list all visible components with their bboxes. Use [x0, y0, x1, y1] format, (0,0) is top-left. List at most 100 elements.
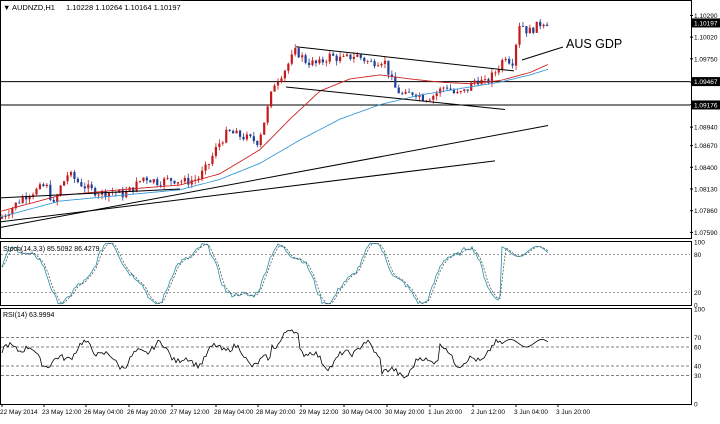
candle-body — [452, 90, 456, 94]
trend-line-4 — [285, 86, 506, 110]
candle-body — [76, 178, 79, 183]
time-tick-label: 23 May 12:00 — [42, 409, 82, 416]
stoch-signal-line — [1, 242, 549, 305]
stoch-tick-label: 100 — [694, 240, 705, 247]
candle-body — [370, 60, 373, 62]
candle-body — [221, 142, 224, 144]
candle-body — [270, 91, 273, 107]
candle-body — [180, 181, 183, 183]
candle-body — [104, 190, 107, 197]
candle-body — [121, 190, 124, 198]
candle-body — [90, 184, 93, 189]
candle-body — [411, 92, 414, 95]
ma-slow-line — [0, 68, 549, 218]
candle-body — [66, 175, 69, 182]
candle-body — [356, 54, 359, 57]
rsi-tick-label: 30 — [694, 373, 702, 380]
candle-body — [197, 178, 200, 180]
candle-body — [328, 53, 331, 62]
stoch-panel — [0, 241, 692, 306]
candle-body — [532, 27, 535, 33]
time-tick-label: 30 May 04:00 — [342, 409, 382, 416]
stoch-series — [1, 242, 690, 305]
candle-body — [542, 24, 545, 27]
candle-body — [152, 179, 155, 183]
trend-line-2 — [0, 188, 181, 199]
candle-body — [401, 93, 404, 95]
candle-body — [521, 26, 525, 27]
candle-body — [204, 164, 207, 171]
annotation-arrow — [521, 46, 564, 61]
candle-body — [497, 69, 500, 73]
candle-body — [218, 143, 221, 147]
candle-body — [539, 21, 542, 27]
candle-body — [376, 65, 380, 67]
price-tick-label: 1.08130 — [694, 186, 718, 193]
time-tick-label: 27 May 12:00 — [170, 409, 210, 416]
candle-body — [325, 61, 328, 63]
candle-body — [211, 155, 214, 165]
stoch-label: Stoch(14,3,3) 85.5092 86.4279 — [3, 246, 100, 253]
candle-body — [421, 94, 424, 102]
time-tick-label: 3 Jun 04:00 — [514, 409, 548, 416]
candle-body — [173, 180, 176, 184]
candle-body — [283, 70, 286, 79]
chart-menu-arrow-icon[interactable]: ▼ — [3, 3, 10, 12]
candle-body — [380, 63, 383, 66]
trend-line-3 — [295, 46, 515, 72]
candle-body — [459, 91, 462, 92]
candle-body — [442, 87, 445, 89]
candle-body — [242, 136, 245, 140]
candle-body — [183, 177, 186, 182]
annotation-aus-gdp: AUS GDP — [566, 37, 622, 51]
time-tick-label: 28 May 20:00 — [256, 409, 296, 416]
candle-body — [225, 129, 228, 143]
candle-body — [307, 62, 311, 66]
symbol-label: AUDNZD,H1 — [12, 3, 55, 12]
candle-body — [349, 54, 352, 60]
price-tick-label: 1.08400 — [694, 165, 718, 172]
candle-body — [528, 27, 531, 34]
candle-body — [342, 55, 345, 57]
candle-body — [339, 56, 342, 62]
candle-body — [363, 57, 366, 62]
time-tick-label: 26 May 04:00 — [84, 409, 124, 416]
candle-body — [383, 60, 387, 64]
time-tick-label: 2 Jun 12:00 — [471, 409, 505, 416]
time-tick-label: 1 Jun 20:00 — [428, 409, 462, 416]
ma-fast-line — [0, 64, 549, 212]
candle-body — [125, 190, 128, 198]
candle-body — [297, 48, 300, 58]
candle-body — [63, 181, 66, 186]
candle-body — [163, 178, 166, 186]
candle-body — [194, 179, 197, 181]
candle-body — [18, 202, 21, 204]
time-tick-label: 29 May 12:00 — [299, 409, 339, 416]
trend-line-1 — [0, 160, 496, 223]
rsi-line — [1, 329, 549, 379]
candle-body — [366, 60, 369, 62]
rsi-tick-label: 40 — [694, 364, 702, 371]
candle-body — [318, 59, 321, 64]
candle-body — [535, 21, 538, 33]
rsi-tick-label: 100 — [694, 307, 705, 314]
candle-body — [335, 55, 338, 62]
price-marker-label: 1.09467 — [694, 79, 718, 86]
candle-body — [149, 180, 152, 183]
candle-body — [390, 74, 393, 77]
candle-body — [207, 164, 211, 165]
candle-body — [314, 60, 318, 64]
candle-body — [439, 88, 442, 94]
candle-body — [187, 177, 190, 185]
candle-body — [56, 195, 59, 202]
candle-body — [107, 192, 111, 197]
candle-body — [290, 54, 293, 64]
candle-body — [304, 55, 307, 63]
candle-body — [280, 78, 283, 82]
candle-body — [45, 184, 48, 187]
price-marker-box — [692, 77, 720, 87]
price-tick-label: 1.08940 — [694, 125, 718, 132]
candle-body — [301, 55, 304, 58]
candle-body — [11, 208, 14, 215]
